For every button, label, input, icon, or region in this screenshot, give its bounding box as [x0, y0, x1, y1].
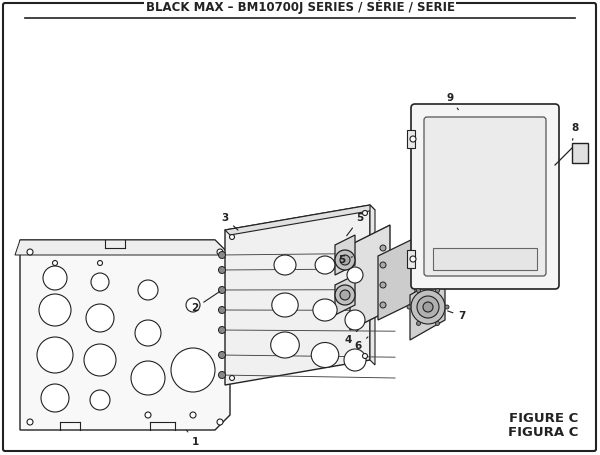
Ellipse shape [344, 349, 366, 371]
Ellipse shape [345, 310, 365, 330]
Circle shape [218, 267, 226, 273]
Bar [433, 248, 537, 270]
Polygon shape [378, 238, 415, 320]
Bar [572, 143, 588, 163]
Circle shape [340, 290, 350, 300]
Bar [407, 130, 415, 148]
Ellipse shape [271, 332, 299, 358]
Ellipse shape [272, 293, 298, 317]
Circle shape [416, 288, 421, 293]
Circle shape [190, 412, 196, 418]
Circle shape [218, 307, 226, 313]
Text: 1: 1 [187, 430, 199, 447]
Polygon shape [225, 205, 375, 235]
Circle shape [138, 280, 158, 300]
Ellipse shape [411, 290, 445, 324]
Polygon shape [225, 205, 370, 385]
Text: 7: 7 [448, 311, 466, 321]
Circle shape [218, 287, 226, 293]
Circle shape [145, 412, 151, 418]
Circle shape [407, 305, 411, 309]
Circle shape [362, 211, 367, 216]
Circle shape [218, 371, 226, 379]
Circle shape [131, 361, 165, 395]
Bar [407, 250, 415, 268]
Text: 6: 6 [355, 337, 368, 351]
FancyBboxPatch shape [424, 117, 546, 276]
Polygon shape [370, 205, 375, 365]
Ellipse shape [311, 343, 339, 368]
Text: 5: 5 [338, 255, 352, 265]
FancyBboxPatch shape [411, 104, 559, 289]
Circle shape [217, 419, 223, 425]
Text: 2: 2 [191, 292, 220, 313]
Circle shape [229, 375, 235, 380]
Circle shape [218, 352, 226, 359]
Circle shape [410, 256, 416, 262]
Circle shape [84, 344, 116, 376]
Circle shape [53, 261, 58, 266]
Circle shape [171, 348, 215, 392]
Text: 3: 3 [221, 213, 238, 230]
Ellipse shape [315, 256, 335, 274]
Polygon shape [335, 235, 355, 275]
Circle shape [90, 390, 110, 410]
Circle shape [97, 261, 103, 266]
Circle shape [340, 255, 350, 265]
Text: FIGURA C: FIGURA C [508, 425, 578, 439]
Text: BLACK MAX – BM10700J SERIES / SÉRIE / SERIE: BLACK MAX – BM10700J SERIES / SÉRIE / SE… [146, 0, 455, 14]
Ellipse shape [313, 299, 337, 321]
Circle shape [91, 273, 109, 291]
Circle shape [186, 298, 200, 312]
Circle shape [86, 304, 114, 332]
Circle shape [410, 136, 416, 142]
Circle shape [43, 266, 67, 290]
Text: 9: 9 [446, 93, 458, 110]
Polygon shape [20, 240, 230, 430]
Circle shape [27, 249, 33, 255]
FancyBboxPatch shape [3, 3, 596, 451]
Circle shape [416, 321, 421, 325]
Polygon shape [335, 275, 355, 315]
Circle shape [217, 249, 223, 255]
Circle shape [362, 354, 367, 359]
Circle shape [380, 262, 386, 268]
Text: 8: 8 [571, 123, 578, 140]
Text: 5: 5 [347, 213, 364, 236]
Circle shape [27, 419, 33, 425]
Circle shape [335, 285, 355, 305]
Circle shape [218, 252, 226, 258]
Polygon shape [15, 240, 230, 255]
Circle shape [380, 245, 386, 251]
Circle shape [445, 305, 449, 309]
Circle shape [218, 327, 226, 334]
Circle shape [576, 149, 584, 157]
Circle shape [135, 320, 161, 346]
Ellipse shape [347, 267, 363, 283]
Text: 4: 4 [344, 330, 358, 345]
Circle shape [229, 234, 235, 239]
Circle shape [37, 337, 73, 373]
Polygon shape [350, 225, 390, 330]
Circle shape [436, 288, 439, 293]
Circle shape [39, 294, 71, 326]
Ellipse shape [417, 296, 439, 318]
Text: FIGURE C: FIGURE C [509, 411, 578, 425]
Circle shape [380, 302, 386, 308]
Ellipse shape [423, 302, 433, 312]
Circle shape [380, 282, 386, 288]
Circle shape [335, 250, 355, 270]
Circle shape [436, 321, 439, 325]
Polygon shape [410, 275, 445, 340]
Circle shape [41, 384, 69, 412]
Ellipse shape [274, 255, 296, 275]
